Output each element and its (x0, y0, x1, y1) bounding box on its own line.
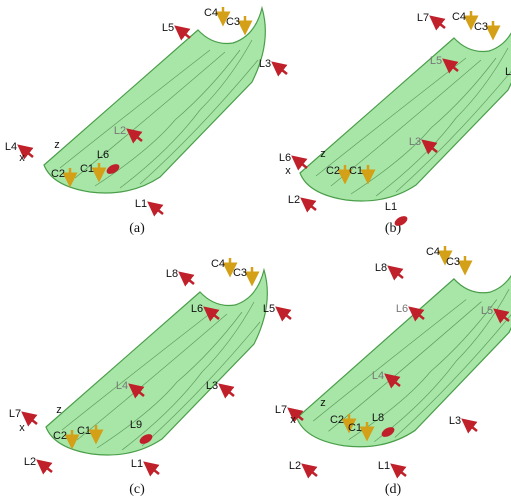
label: L1 (378, 460, 390, 472)
load-arrow (281, 311, 291, 319)
label: L2 (288, 194, 300, 206)
label: x (19, 422, 25, 434)
label: L6 (279, 152, 291, 164)
load-arrow (393, 270, 403, 278)
label: L5 (162, 22, 174, 34)
label: L3 (409, 136, 421, 148)
label: C4 (452, 11, 466, 23)
load-arrow (435, 20, 445, 28)
label: C2 (326, 165, 340, 177)
label: L8 (166, 268, 178, 280)
label: L7 (417, 12, 429, 24)
load-arrow (27, 416, 37, 424)
label: L5 (481, 305, 493, 317)
label: L5 (263, 303, 275, 315)
load-arrow (153, 206, 163, 214)
label: C1 (349, 165, 363, 177)
label: L8 (372, 412, 384, 424)
label: L4 (372, 370, 384, 382)
label: x (290, 414, 296, 426)
label: C2 (51, 168, 65, 180)
load-arrow (184, 276, 194, 284)
label: L7 (275, 404, 287, 416)
label: z (54, 139, 60, 151)
label: C4 (426, 246, 440, 258)
label: L4 (5, 141, 17, 153)
label: L3 (449, 415, 461, 427)
label: L2 (114, 125, 126, 137)
label: C3 (446, 256, 460, 268)
label: C3 (474, 21, 488, 33)
label: z (320, 148, 326, 160)
label: L3 (259, 58, 271, 70)
label: L1 (131, 458, 143, 470)
label: L8 (375, 262, 387, 274)
label: L (505, 66, 511, 78)
load-arrow (149, 466, 159, 474)
shell-a (44, 8, 265, 193)
label: L2 (24, 456, 36, 468)
load-arrow (396, 468, 406, 476)
load-arrow (467, 423, 477, 431)
label: L1 (385, 201, 397, 213)
label: C4 (204, 7, 218, 19)
caption: (a) (129, 221, 145, 236)
label: C2 (330, 414, 344, 426)
label: C3 (233, 267, 247, 279)
caption: (c) (129, 482, 145, 497)
label: C1 (80, 163, 94, 175)
label: L1 (135, 198, 147, 210)
label: x (19, 152, 25, 164)
label: C3 (226, 16, 240, 28)
label: L5 (430, 55, 442, 67)
label: L6 (191, 303, 203, 315)
load-arrow (306, 202, 316, 210)
load-arrow (277, 66, 287, 74)
figure: (a)L5C4C3L3L2L4xzC2C1L6L1(b)L7C4C3L5LL3L… (0, 0, 511, 501)
label: L7 (9, 408, 21, 420)
label: C1 (77, 425, 91, 437)
label: C4 (211, 258, 225, 270)
label: C2 (53, 430, 67, 442)
label: L2 (289, 460, 301, 472)
label: z (56, 404, 62, 416)
caption: (d) (385, 482, 402, 497)
label: L6 (396, 303, 408, 315)
label: z (320, 397, 326, 409)
label: L4 (116, 380, 128, 392)
label: L3 (206, 380, 218, 392)
load-arrow (307, 468, 317, 476)
label: L6 (97, 149, 109, 161)
load-arrow (224, 388, 234, 396)
load-arrow (180, 30, 190, 38)
label: x (285, 165, 291, 177)
label: C1 (348, 422, 362, 434)
label: L9 (130, 419, 142, 431)
load-arrow (297, 160, 307, 168)
load-arrow (42, 464, 52, 472)
